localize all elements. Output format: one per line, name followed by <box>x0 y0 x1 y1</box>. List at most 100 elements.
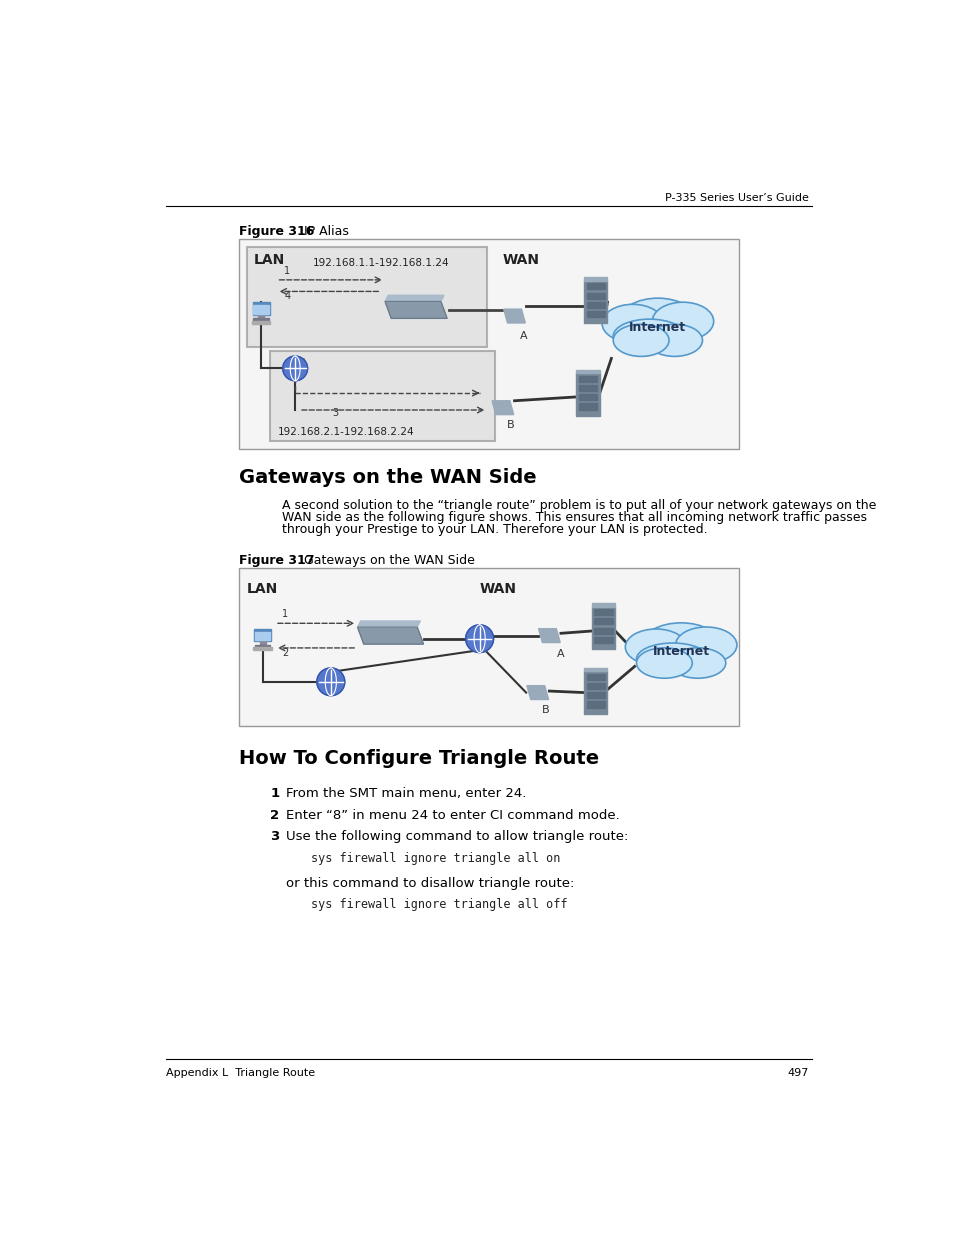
Bar <box>576 373 599 416</box>
Bar <box>578 404 597 410</box>
Bar <box>594 609 612 615</box>
Ellipse shape <box>618 298 697 345</box>
Circle shape <box>465 625 493 652</box>
Bar <box>576 369 599 373</box>
Bar <box>253 305 269 314</box>
Polygon shape <box>503 309 525 324</box>
Text: 2: 2 <box>282 647 288 657</box>
Text: Gateways on the WAN Side: Gateways on the WAN Side <box>239 468 537 487</box>
Text: or this command to disallow triangle route:: or this command to disallow triangle rou… <box>286 877 574 889</box>
Polygon shape <box>357 621 420 627</box>
Text: 192.168.2.1-192.168.2.24: 192.168.2.1-192.168.2.24 <box>278 427 415 437</box>
Bar <box>583 672 607 714</box>
FancyBboxPatch shape <box>247 247 487 347</box>
Bar <box>586 311 604 317</box>
Text: From the SMT main menu, enter 24.: From the SMT main menu, enter 24. <box>286 787 526 800</box>
Polygon shape <box>357 627 423 645</box>
Bar <box>594 637 612 643</box>
Text: LAN: LAN <box>247 582 278 595</box>
Bar <box>259 641 266 646</box>
FancyBboxPatch shape <box>239 240 739 448</box>
Bar <box>254 645 270 647</box>
Text: B: B <box>506 420 514 430</box>
Bar <box>586 692 604 698</box>
Text: Enter “8” in menu 24 to enter CI command mode.: Enter “8” in menu 24 to enter CI command… <box>286 809 619 821</box>
Bar <box>257 315 264 319</box>
Text: A: A <box>519 331 527 341</box>
Bar <box>252 321 270 324</box>
Bar <box>583 282 607 324</box>
FancyBboxPatch shape <box>270 351 495 441</box>
Bar <box>578 385 597 391</box>
Circle shape <box>282 356 307 380</box>
Ellipse shape <box>641 622 720 667</box>
Bar <box>586 293 604 299</box>
Text: 2: 2 <box>298 358 305 368</box>
Text: LAN: LAN <box>253 253 284 267</box>
Text: Gateways on the WAN Side: Gateways on the WAN Side <box>292 555 475 567</box>
Bar <box>578 394 597 400</box>
Text: through your Prestige to your LAN. Therefore your LAN is protected.: through your Prestige to your LAN. There… <box>282 524 707 536</box>
Polygon shape <box>385 301 447 319</box>
Bar <box>253 629 271 641</box>
Text: IP Alias: IP Alias <box>292 225 349 238</box>
Text: 1: 1 <box>270 787 279 800</box>
Ellipse shape <box>613 319 685 353</box>
Ellipse shape <box>669 648 725 678</box>
Bar <box>586 283 604 289</box>
Text: 497: 497 <box>787 1068 808 1078</box>
Bar <box>583 277 607 282</box>
Text: WAN: WAN <box>502 253 539 267</box>
Text: sys firewall ignore triangle all off: sys firewall ignore triangle all off <box>311 898 567 911</box>
Bar <box>253 647 272 651</box>
Polygon shape <box>385 295 443 301</box>
Bar <box>592 606 615 650</box>
Ellipse shape <box>601 304 662 342</box>
Ellipse shape <box>636 643 708 676</box>
Bar <box>586 301 604 308</box>
Polygon shape <box>537 629 559 642</box>
Bar <box>594 619 612 625</box>
Text: 3: 3 <box>270 830 279 844</box>
Bar <box>586 674 604 680</box>
Text: 3: 3 <box>332 408 338 419</box>
Bar <box>253 319 269 321</box>
Text: WAN: WAN <box>479 582 517 595</box>
Circle shape <box>316 668 344 695</box>
Polygon shape <box>492 401 513 415</box>
Ellipse shape <box>624 629 686 664</box>
Text: WAN side as the following figure shows. This ensures that all incoming network t: WAN side as the following figure shows. … <box>282 511 866 524</box>
Bar <box>586 683 604 689</box>
Text: P-335 Series User’s Guide: P-335 Series User’s Guide <box>664 193 808 203</box>
Text: 1: 1 <box>284 266 290 275</box>
Text: Internet: Internet <box>652 645 709 657</box>
Text: Internet: Internet <box>629 321 686 335</box>
Bar <box>253 303 270 315</box>
Bar <box>254 632 270 640</box>
Bar <box>578 375 597 382</box>
Text: 2: 2 <box>270 809 279 821</box>
Text: Figure 317: Figure 317 <box>239 555 314 567</box>
Bar <box>592 603 615 606</box>
Text: sys firewall ignore triangle all on: sys firewall ignore triangle all on <box>311 852 560 864</box>
Text: A second solution to the “triangle route” problem is to put all of your network : A second solution to the “triangle route… <box>282 499 876 511</box>
Bar <box>594 627 612 634</box>
Text: B: B <box>541 705 549 715</box>
Text: 192.168.1.1-192.168.1.24: 192.168.1.1-192.168.1.24 <box>313 258 449 268</box>
Ellipse shape <box>646 325 701 357</box>
Text: Use the following command to allow triangle route:: Use the following command to allow trian… <box>286 830 628 844</box>
Text: How To Configure Triangle Route: How To Configure Triangle Route <box>239 748 598 768</box>
Text: 4: 4 <box>284 291 290 301</box>
Text: 1: 1 <box>282 609 288 619</box>
Ellipse shape <box>636 648 692 678</box>
Ellipse shape <box>613 325 668 357</box>
Text: Appendix L  Triangle Route: Appendix L Triangle Route <box>166 1068 314 1078</box>
Ellipse shape <box>675 627 736 663</box>
Text: A: A <box>557 648 564 658</box>
FancyBboxPatch shape <box>239 568 739 726</box>
Ellipse shape <box>652 303 713 341</box>
Text: Figure 316: Figure 316 <box>239 225 314 238</box>
Bar <box>586 701 604 708</box>
Polygon shape <box>526 685 548 699</box>
Bar <box>583 668 607 672</box>
